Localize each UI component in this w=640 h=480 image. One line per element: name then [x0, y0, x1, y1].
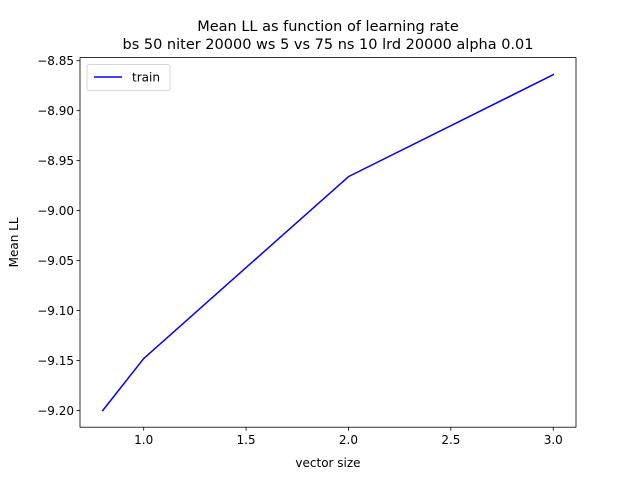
y-tick-label: −9.00 — [37, 204, 74, 218]
axis-ticks: 1.0 1.5 2.0 2.5 3.0 −8.85 −8.90 −8.95 −9.00 −9.05… — [37, 54, 563, 447]
legend: train — [86, 64, 171, 91]
y-tick-label: −9.10 — [37, 304, 74, 318]
x-tick-label: 3.0 — [544, 433, 563, 447]
y-axis-label: Mean LL — [7, 217, 21, 267]
series-line-train — [101, 73, 555, 412]
legend-label-train: train — [132, 71, 160, 85]
series-layer — [101, 73, 555, 412]
legend-box — [86, 64, 171, 91]
y-tick-label: −9.15 — [37, 354, 74, 368]
x-tick-label: 2.0 — [339, 433, 358, 447]
y-tick-label: −9.05 — [37, 254, 74, 268]
chart-subtitle: bs 50 niter 20000 ws 5 vs 75 ns 10 lrd 2… — [122, 37, 533, 53]
x-tick-label: 1.5 — [237, 433, 256, 447]
y-tick-label: −8.90 — [37, 104, 74, 118]
y-tick-label: −8.85 — [37, 54, 74, 68]
y-tick-label: −8.95 — [37, 154, 74, 168]
y-tick-label: −9.20 — [37, 404, 74, 418]
x-axis-label: vector size — [295, 456, 360, 470]
plot-frame — [79, 57, 577, 428]
x-tick-label: 1.0 — [134, 433, 153, 447]
chart-title: Mean LL as function of learning rate — [197, 19, 459, 35]
x-tick-label: 2.5 — [441, 433, 460, 447]
